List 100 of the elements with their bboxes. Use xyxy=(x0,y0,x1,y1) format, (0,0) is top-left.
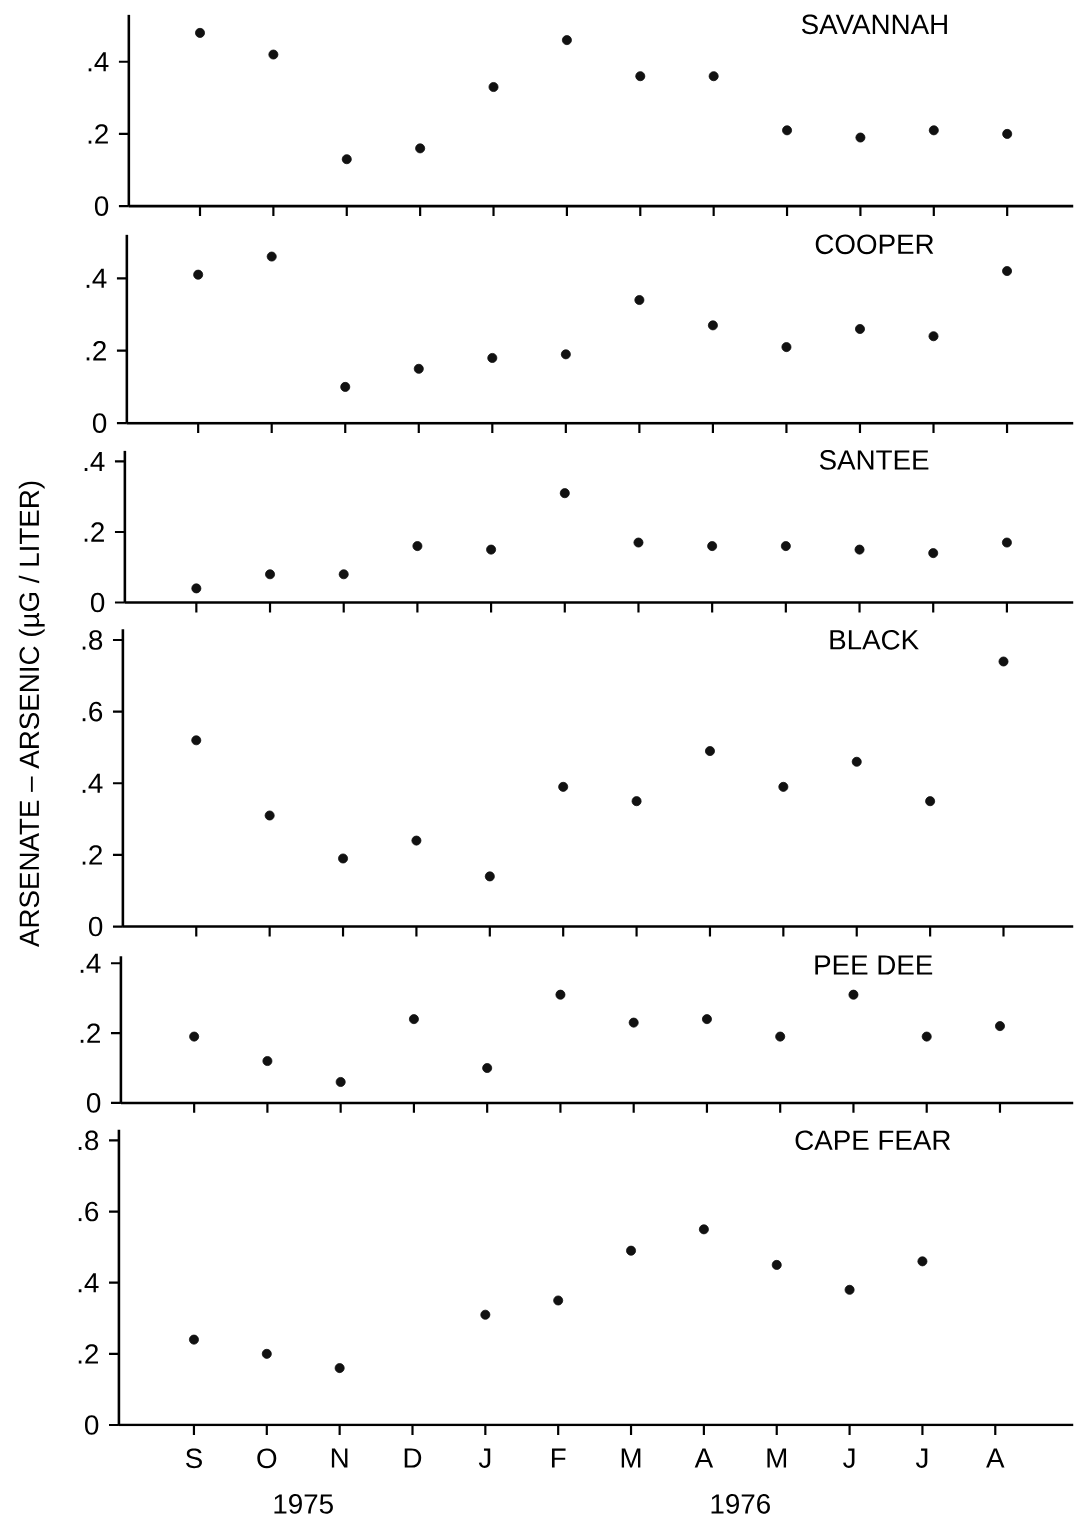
point xyxy=(264,569,275,580)
point xyxy=(264,810,275,821)
point xyxy=(781,125,792,136)
point xyxy=(334,1363,345,1374)
point xyxy=(921,1031,932,1042)
point xyxy=(708,71,719,82)
x-tick-label: F xyxy=(551,1448,566,1468)
y-tick-label: .6 xyxy=(78,1201,99,1222)
y-tick-label: 0 xyxy=(94,196,109,216)
y-tick-label: 0 xyxy=(90,592,105,613)
point xyxy=(998,656,1009,667)
point xyxy=(194,27,205,38)
point xyxy=(561,35,572,46)
point xyxy=(411,835,422,846)
text: 1976 xyxy=(711,1494,770,1514)
point xyxy=(408,1014,419,1025)
x-tick-label: A xyxy=(694,1448,713,1468)
chart-title: SAVANNAH xyxy=(801,14,947,35)
point xyxy=(780,541,791,552)
point xyxy=(488,82,499,92)
y-tick-label: .6 xyxy=(82,701,103,722)
point xyxy=(415,143,426,154)
point xyxy=(413,363,424,374)
point xyxy=(487,352,498,363)
y-tick-label: 0 xyxy=(88,916,103,937)
y-axis-title: ARSENATE – ARSENIC (µG / LITER) xyxy=(18,481,45,948)
point xyxy=(268,49,279,60)
point xyxy=(337,853,348,864)
point xyxy=(1001,266,1012,277)
y-tick-label: .4 xyxy=(78,1273,99,1293)
point xyxy=(775,1031,786,1042)
point xyxy=(925,796,935,807)
point xyxy=(340,381,351,392)
point xyxy=(625,1245,636,1256)
y-tick-label: .8 xyxy=(82,630,103,650)
y-tick-label: .2 xyxy=(82,845,102,865)
y-tick-label: .2 xyxy=(84,522,104,542)
point xyxy=(266,251,277,262)
point xyxy=(341,154,352,165)
point xyxy=(484,871,495,882)
point xyxy=(851,756,862,767)
y-tick-label: .2 xyxy=(78,1344,98,1364)
point xyxy=(854,324,865,334)
x-tick-label: A xyxy=(985,1448,1005,1468)
point xyxy=(635,71,646,82)
y-tick-label: .4 xyxy=(84,451,105,471)
x-tick-label: M xyxy=(767,1448,786,1468)
chart-title: CAPE FEAR xyxy=(795,1130,951,1151)
point xyxy=(855,132,866,143)
x-tick-label: N xyxy=(331,1448,348,1468)
y-tick-label: 0 xyxy=(84,1415,99,1435)
y-tick-label: .2 xyxy=(88,124,108,144)
point xyxy=(1001,537,1012,548)
chart-title: BLACK xyxy=(830,629,919,650)
point xyxy=(482,1063,493,1073)
point xyxy=(928,125,939,136)
point xyxy=(553,1295,564,1306)
y-tick-label: .4 xyxy=(86,268,107,288)
x-tick-label: M xyxy=(621,1448,641,1468)
x-tick-label: S xyxy=(185,1448,202,1469)
point xyxy=(335,1077,346,1087)
y-tick-label: .2 xyxy=(86,341,106,361)
text: 1975 xyxy=(274,1494,333,1514)
point xyxy=(191,583,202,594)
point xyxy=(558,781,569,792)
y-tick-label: .2 xyxy=(80,1023,100,1043)
point xyxy=(928,548,939,559)
point xyxy=(707,541,718,552)
point xyxy=(854,544,865,555)
point xyxy=(704,746,715,756)
y-tick-label: .8 xyxy=(78,1130,99,1151)
chart-title: SANTEE xyxy=(819,450,929,470)
point xyxy=(191,735,202,746)
point xyxy=(994,1021,1005,1032)
point xyxy=(698,1224,709,1235)
point xyxy=(928,331,939,342)
y-tick-label: 0 xyxy=(86,1093,101,1113)
y-tick-label: 0 xyxy=(92,413,107,433)
point xyxy=(1002,128,1013,139)
x-tick-label: J xyxy=(915,1448,928,1468)
x-tick-label: O xyxy=(257,1448,277,1469)
chart-title: COOPER xyxy=(815,234,934,255)
point xyxy=(560,349,571,360)
y-tick-label: .4 xyxy=(82,773,103,793)
point xyxy=(412,541,423,552)
point xyxy=(781,342,792,353)
point xyxy=(634,295,645,305)
point xyxy=(631,796,642,807)
point xyxy=(188,1334,199,1345)
point xyxy=(707,320,718,331)
x-tick-label: J xyxy=(478,1448,491,1468)
point xyxy=(844,1284,855,1295)
y-tick-label: .4 xyxy=(88,52,109,72)
point xyxy=(633,537,644,548)
point xyxy=(848,989,859,1000)
point xyxy=(917,1256,928,1267)
point xyxy=(771,1259,782,1270)
point xyxy=(189,1031,200,1042)
point xyxy=(338,569,349,580)
x-tick-label: J xyxy=(842,1448,855,1468)
